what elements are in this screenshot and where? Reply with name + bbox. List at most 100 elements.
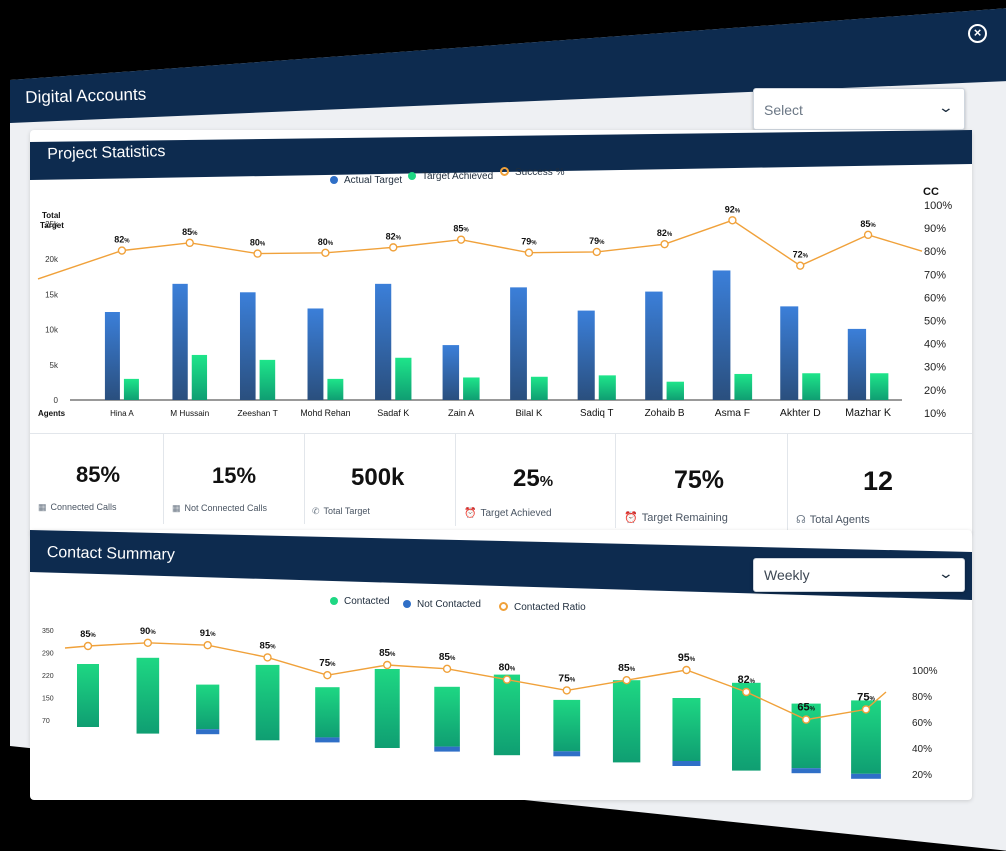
success-point <box>796 261 805 270</box>
bar-target-achieved <box>598 375 616 400</box>
ratio-label: 91% <box>200 628 217 639</box>
bar-not-contacted <box>196 729 220 735</box>
legend-target-achieved: Target Achieved <box>408 171 493 182</box>
y-tick-label: 290 <box>42 651 54 658</box>
stat-not-connected-calls: 15% ▦ Not Connected Calls <box>164 434 305 524</box>
y2-tick-label: 10% <box>924 408 946 420</box>
x-tick-label: Sadiq T <box>580 408 613 419</box>
left-axis-title: Target <box>40 221 64 230</box>
account-select[interactable]: Select ⌄ <box>753 88 965 130</box>
success-point <box>321 248 330 258</box>
legend-success: Success % <box>500 167 564 178</box>
actual-target-swatch <box>330 176 338 184</box>
y2-tick-label: 50% <box>924 316 946 328</box>
bar-target-achieved <box>802 373 821 400</box>
bar-contacted <box>136 657 160 734</box>
bar-actual-target <box>104 312 120 400</box>
y2-tick-label: 70% <box>924 269 946 281</box>
legend-label-actual: Actual Target <box>344 175 403 186</box>
bar-target-achieved <box>734 373 753 400</box>
legend-label-contacted: Contacted <box>344 596 390 607</box>
bar-target-achieved <box>191 354 208 400</box>
contact-summary-card: Contact Summary Weekly ⌄ Contacted Not C… <box>30 530 972 800</box>
success-label: 79% <box>521 237 537 247</box>
contacted-swatch <box>330 597 338 605</box>
ratio-label: 80% <box>499 663 516 674</box>
y-tick-label: 5k <box>50 361 59 370</box>
stat-label-text: Connected Calls <box>50 502 117 512</box>
bar-contacted <box>612 680 641 763</box>
bar-not-contacted <box>851 773 881 779</box>
stat-label-text: Not Connected Calls <box>184 503 268 513</box>
not-contacted-swatch <box>403 600 411 608</box>
ratio-label: 82% <box>738 674 756 686</box>
ratio-label: 75% <box>857 691 875 703</box>
close-icon[interactable]: × <box>968 24 987 43</box>
bar-target-achieved <box>395 357 412 400</box>
legend-label-achieved: Target Achieved <box>422 171 494 182</box>
bar-actual-target <box>712 270 731 400</box>
y2-tick-label: 30% <box>924 362 946 374</box>
ratio-line <box>64 642 887 721</box>
chart-icon: ▦ <box>38 502 47 512</box>
target-achieved-swatch <box>408 172 416 180</box>
bar-contacted <box>493 674 521 756</box>
success-point <box>728 216 737 225</box>
bar-actual-target <box>780 306 799 400</box>
ratio-label: 75% <box>319 658 336 669</box>
bar-actual-target <box>239 292 256 400</box>
success-label: 82% <box>386 231 402 241</box>
bar-actual-target <box>442 345 460 400</box>
bar-actual-target <box>375 283 392 400</box>
project-statistics-card: Project Statistics Actual Target Target … <box>30 130 972 535</box>
y-tick-label: 0 <box>54 396 59 405</box>
bar-actual-target <box>510 287 527 400</box>
legend-label-ratio: Contacted Ratio <box>514 602 586 613</box>
y2-tick-label: 20% <box>924 385 946 397</box>
bar-actual-target <box>577 310 595 400</box>
ratio-point <box>861 705 871 714</box>
ratio-swatch <box>499 602 508 611</box>
ratio-point <box>742 687 751 697</box>
ratio-point <box>83 641 93 651</box>
legend-contacted: Contacted <box>330 596 390 607</box>
x-tick-label: Asma F <box>715 408 750 419</box>
bar-contacted <box>255 664 280 741</box>
left-axis-title: Total <box>42 211 61 220</box>
bar-not-contacted <box>434 746 460 752</box>
ratio-label: 85% <box>80 629 96 639</box>
contact-summary-title: Contact Summary <box>46 544 176 564</box>
ratio-point <box>143 638 153 647</box>
stat-target-remaining: 75% ⏰ Target Remaining <box>616 434 788 530</box>
success-label: 72% <box>793 250 809 260</box>
right-axis-title: CC <box>923 186 939 198</box>
ratio-label: 75% <box>558 673 576 684</box>
bar-actual-target <box>172 283 188 400</box>
bar-target-achieved <box>530 376 548 400</box>
y-tick-label: 20k <box>45 255 59 264</box>
success-point <box>592 247 601 257</box>
success-line <box>37 219 923 280</box>
stat-label-text: Total Agents <box>809 514 870 526</box>
y2-tick-label: 80% <box>924 246 946 258</box>
y-tick-label: 15k <box>45 290 59 299</box>
y-tick-label: 220 <box>42 673 54 680</box>
legend-label-success: Success % <box>515 167 565 178</box>
ratio-label: 85% <box>439 652 456 663</box>
success-label: 92% <box>725 204 741 214</box>
bar-target-achieved <box>666 381 684 400</box>
bar-target-achieved <box>259 359 276 400</box>
stat-unit: % <box>539 473 554 490</box>
x-tick-label: Zeeshan T <box>237 408 277 418</box>
period-select[interactable]: Weekly ⌄ <box>753 558 965 592</box>
ratio-label: 95% <box>678 652 696 664</box>
stat-label-text: Total Target <box>323 506 370 516</box>
clock-icon: ⏰ <box>624 512 638 524</box>
stat-label: ✆ Total Target <box>312 506 370 517</box>
period-value: Weekly <box>764 567 810 583</box>
bar-contacted <box>553 699 581 752</box>
bar-contacted <box>77 664 99 727</box>
ratio-label: 90% <box>140 626 156 636</box>
ratio-point <box>502 675 512 684</box>
